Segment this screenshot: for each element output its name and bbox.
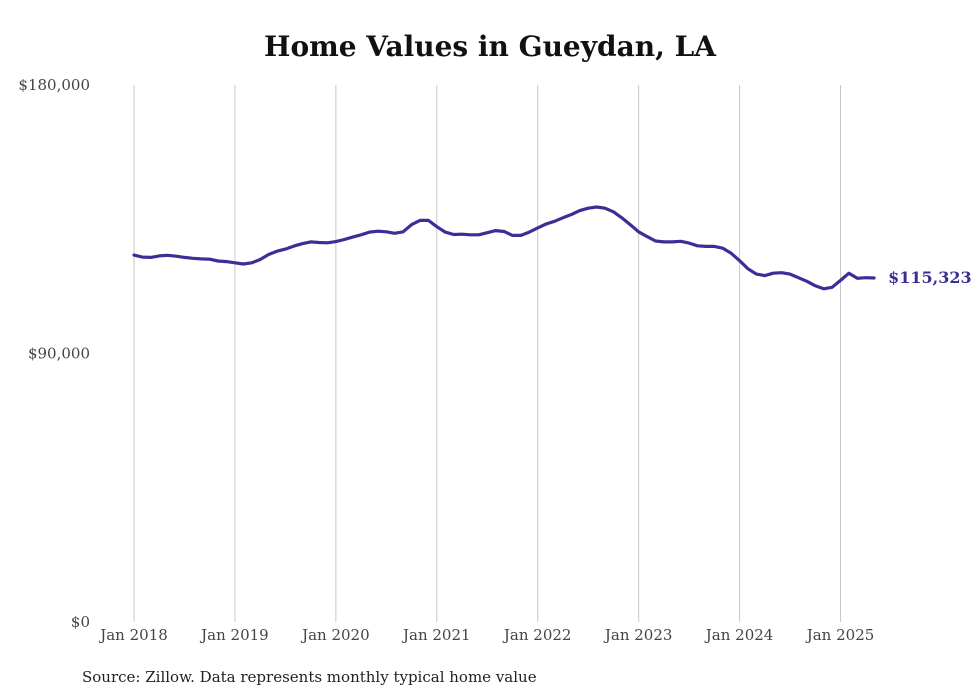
series-line xyxy=(132,205,876,291)
x-tick-label: Jan 2019 xyxy=(199,626,269,644)
chart-title: Home Values in Gueydan, LA xyxy=(263,30,717,63)
x-tick-label: Jan 2020 xyxy=(300,626,370,644)
x-tick-label: Jan 2024 xyxy=(704,626,774,644)
end-value-label: $115,323 xyxy=(888,268,972,287)
x-tick-label: Jan 2021 xyxy=(401,626,471,644)
y-tick-label: $90,000 xyxy=(28,345,90,363)
x-tick-label: Jan 2022 xyxy=(502,626,572,644)
x-tick-label: Jan 2018 xyxy=(98,626,168,644)
y-tick-label: $180,000 xyxy=(18,76,90,94)
source-note: Source: Zillow. Data represents monthly … xyxy=(82,668,537,686)
x-tick-label: Jan 2025 xyxy=(805,626,875,644)
y-tick-label: $0 xyxy=(71,613,90,631)
x-tick-label: Jan 2023 xyxy=(603,626,673,644)
